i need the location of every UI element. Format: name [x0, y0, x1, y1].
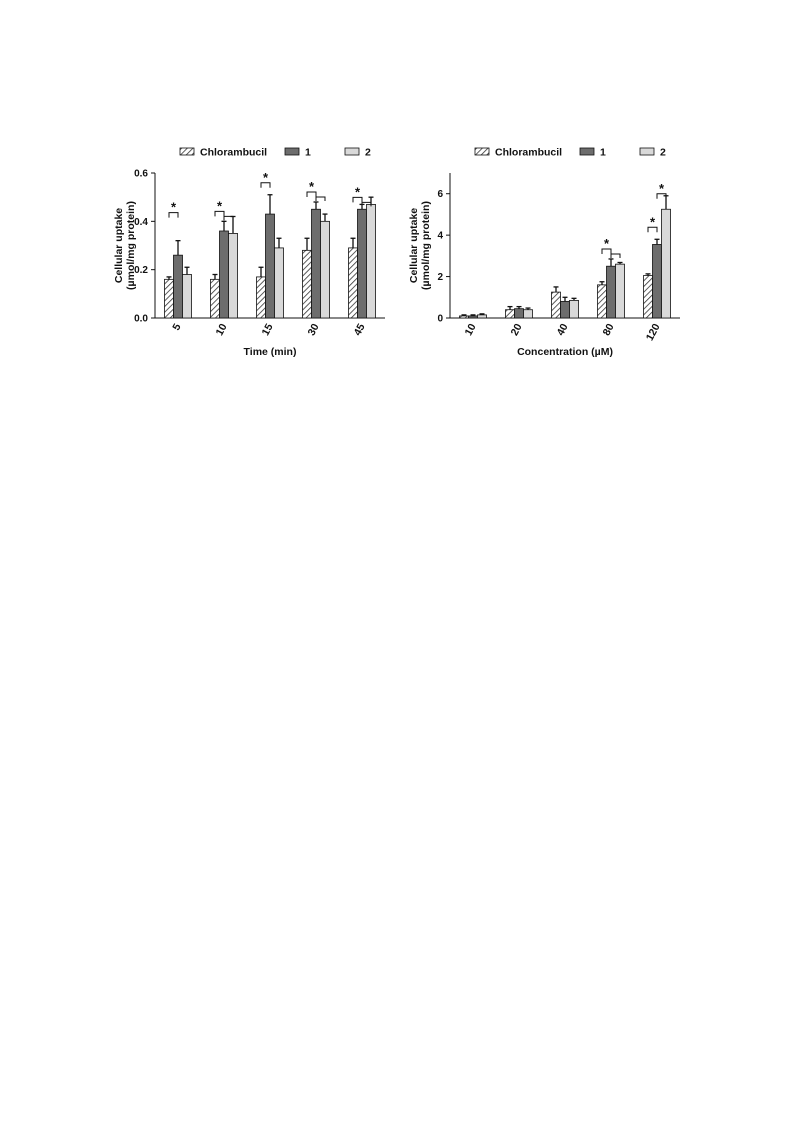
- chartB-bar-20-s2: [523, 309, 533, 319]
- chartB-sig-star-1: *: [650, 214, 656, 229]
- chartB-xtick-label-120: 120: [644, 322, 663, 343]
- chartA-legend-label-1: 1: [305, 147, 311, 159]
- chartB-bar-10-s0: [459, 315, 469, 319]
- chartA-xtick-label-5: 5: [170, 322, 183, 333]
- chartA-sig-bracket-1: [214, 210, 225, 217]
- chartA-bar-10-s2: [228, 233, 238, 319]
- chartB-xtick-label-10: 10: [463, 322, 479, 338]
- chartA-sig-star-3: *: [309, 179, 315, 194]
- chartA-sig-bracket-3: [306, 191, 317, 197]
- chartA-xtick-label-10: 10: [214, 322, 230, 338]
- chartB-bar-40-s2: [569, 299, 579, 319]
- chartB-bar-120-s1: [652, 244, 662, 319]
- chartB-bar-40-s1: [560, 301, 570, 319]
- chartA-legend-swatch-1: [284, 147, 300, 156]
- chartA-xtick-label-30: 30: [306, 322, 322, 338]
- chartB-bar-80-s0: [597, 284, 607, 319]
- chartA-sig-bracket-0: [168, 212, 179, 218]
- chartB-bar-80-s2: [615, 263, 625, 319]
- chartA-xtick-label-15: 15: [260, 322, 276, 338]
- uptake-vs-time-plot: Chlorambucil 1 2 0.0 0.2 0.4 0.6 Cellular uptak…: [113, 147, 385, 358]
- chartB-ytick-label-1: 2: [437, 272, 443, 283]
- chartB-bar-20-s1: [514, 308, 524, 319]
- chartA-bar-45-s1: [357, 208, 367, 319]
- chartA-bar-45-s0: [348, 247, 358, 319]
- uptake-vs-time-chart: Chlorambucil 1 2 0.0 0.2 0.4 0.6 Cellular uptak…: [110, 140, 400, 370]
- chartA-sig-bracket-2: [260, 182, 271, 188]
- chartB-bar-10-s1: [468, 315, 478, 319]
- chartB-bar-40-s0: [551, 291, 561, 319]
- chartB-legend-label-0: Chlorambucil: [495, 147, 562, 159]
- chartA-sig-bracket2-1: [223, 215, 234, 221]
- chartA-bar-5-s2: [182, 274, 192, 319]
- chartA-bar-45-s2: [366, 204, 376, 319]
- chartB-ylabel-line2: (µmol/mg protein): [420, 201, 432, 290]
- chartA-bar-5-s1: [173, 254, 183, 319]
- chartA-ytick-label-3: 0.6: [134, 169, 148, 180]
- chartB-sig-star-0: *: [604, 236, 610, 251]
- chartA-sig-star-0: *: [171, 200, 177, 215]
- chartB-ylabel: Cellular uptake: [408, 208, 420, 283]
- chartA-ytick-label-0: 0.0: [134, 314, 148, 325]
- chartA-legend-swatch-2: [344, 147, 360, 156]
- chartA-legend-swatch-0: [179, 147, 195, 156]
- chartA-bar-30-s1: [311, 208, 321, 319]
- chartB-xtick-label-80: 80: [601, 322, 617, 338]
- chartA-ylabel: Cellular uptake: [113, 208, 125, 283]
- chartA-legend-label-2: 2: [365, 147, 371, 159]
- chartA-bar-10-s1: [219, 230, 229, 319]
- chartA-sig-star-2: *: [263, 170, 269, 185]
- chartA-bar-5-s0: [164, 278, 174, 319]
- chartA-sig-star-4: *: [355, 184, 361, 199]
- chartB-xtick-label-40: 40: [555, 322, 571, 338]
- chartA-sig-bracket2-4: [361, 201, 372, 207]
- chartB-sig-bracket2-0: [610, 253, 621, 258]
- chartA-sig-bracket2-3: [315, 196, 326, 201]
- chartB-bar-80-s1: [606, 265, 616, 319]
- chartA-bar-15-s0: [256, 276, 266, 319]
- chartB-legend-swatch-0: [474, 147, 490, 156]
- chartA-xtick-label-45: 45: [352, 322, 368, 338]
- chartA-bar-15-s1: [265, 213, 275, 319]
- chartB-ytick-label-3: 6: [437, 189, 443, 200]
- chartB-legend-swatch-1: [579, 147, 595, 156]
- chartA-bar-15-s2: [274, 247, 284, 319]
- chartB-sig-bracket-0: [601, 248, 612, 254]
- chartA-sig-star-1: *: [217, 198, 223, 213]
- chartA-bar-30-s0: [302, 249, 312, 319]
- chartA-xlabel: Time (min): [244, 346, 297, 358]
- chartB-bar-20-s0: [505, 309, 515, 319]
- chartB-ytick-label-0: 0: [437, 314, 443, 325]
- chartA-sig-bracket-4: [352, 196, 363, 203]
- chartB-sig-bracket-1: [647, 226, 658, 233]
- chartB-xlabel: Concentration (µM): [517, 346, 613, 358]
- chartB-legend-swatch-2: [639, 147, 655, 156]
- chartB-ytick-label-2: 4: [437, 231, 443, 242]
- chartB-legend-label-2: 2: [660, 147, 666, 159]
- chartB-bar-10-s2: [477, 314, 487, 319]
- chartB-bar-120-s0: [643, 275, 653, 319]
- chartB-xtick-label-20: 20: [509, 322, 525, 338]
- chartA-bar-10-s0: [210, 278, 220, 319]
- uptake-vs-concentration-chart: Chlorambucil 1 2 0 2 4 6 Cellular uptake (µmol/m…: [405, 140, 695, 370]
- chartA-bar-30-s2: [320, 220, 330, 319]
- chartB-bar-120-s2: [661, 208, 671, 319]
- chartA-ylabel-line2: (µmol/mg protein): [125, 201, 137, 290]
- chartA-ytick-label-1: 0.2: [134, 265, 148, 276]
- chartB-sig-star-2: *: [659, 181, 665, 196]
- chartB-legend-label-1: 1: [600, 147, 606, 159]
- chartA-ytick-label-2: 0.4: [134, 217, 148, 228]
- chartB-sig-bracket-2: [656, 193, 667, 199]
- chartA-legend-label-0: Chlorambucil: [200, 147, 267, 159]
